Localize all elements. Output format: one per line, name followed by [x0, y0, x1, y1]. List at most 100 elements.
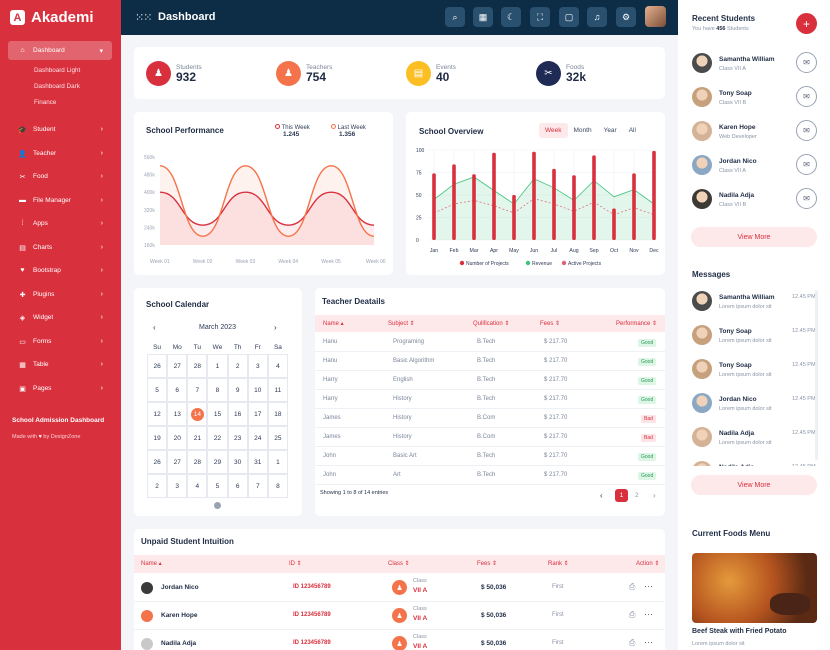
print-icon[interactable]: ⎙ [629, 582, 636, 591]
dark-mode-button[interactable]: ☾ [501, 7, 521, 27]
bar[interactable] [432, 173, 436, 240]
calendar-day[interactable]: 9 [227, 378, 248, 402]
table-row[interactable]: John Basic Art B.Tech $ 217.70 Good [315, 447, 665, 466]
calendar-day[interactable]: 29 [207, 450, 228, 474]
calendar-day[interactable]: 24 [247, 426, 268, 450]
tab-all[interactable]: All [628, 127, 636, 134]
legend-this-week[interactable]: This Week 1.245 [275, 124, 310, 138]
sidebar-item-table[interactable]: ▦ Table › [8, 355, 112, 374]
bar[interactable] [532, 151, 536, 240]
message-item[interactable]: Samantha William Lorem ipsum dolor sit 12.… [692, 291, 822, 311]
page-next-button[interactable]: › [653, 491, 656, 500]
table-row[interactable]: James History B.Com $ 217.70 Bad [315, 409, 665, 428]
message-student-button[interactable]: ✉ [796, 154, 817, 175]
calendar-day[interactable]: 7 [247, 474, 268, 498]
series-line[interactable] [159, 191, 375, 226]
bar[interactable] [632, 173, 636, 240]
calendar-day[interactable]: 6 [227, 474, 248, 498]
bar[interactable] [472, 174, 476, 240]
bar[interactable] [612, 208, 616, 241]
sidebar-item-dashboard[interactable]: ⌂ Dashboard ▾ [8, 41, 112, 60]
table-row[interactable]: Hanu Programing B.Tech $ 217.70 Good [315, 333, 665, 352]
col-id[interactable]: ID ⇕ [289, 561, 302, 567]
col-rank[interactable]: Rank ⇕ [548, 561, 569, 567]
revenue-line[interactable] [433, 176, 655, 205]
calendar-next-button[interactable]: › [274, 323, 277, 332]
table-row[interactable]: John Art B.Tech $ 217.70 Good [315, 466, 665, 485]
message-item[interactable]: Tony Soap Lorem ipsum dolor sit 12.45 PM [692, 325, 822, 345]
calendar-day[interactable]: 25 [267, 426, 288, 450]
calendar-day[interactable]: 6 [167, 378, 188, 402]
col-name[interactable]: Name ▴ [323, 321, 344, 327]
page-prev-button[interactable]: ‹ [600, 491, 603, 500]
calendar-day[interactable]: 2 [147, 474, 168, 498]
calendar-day[interactable]: 17 [247, 402, 268, 426]
calendar-day[interactable]: 10 [247, 378, 268, 402]
menu-grid-icon[interactable]: ⁙⁙ [135, 12, 152, 24]
calendar-day[interactable]: 3 [247, 354, 268, 378]
calendar-day[interactable]: 18 [267, 402, 288, 426]
calendar-day[interactable]: 4 [187, 474, 208, 498]
calendar-day[interactable]: 19 [147, 426, 168, 450]
legend-label[interactable]: Revenue [532, 261, 552, 267]
calendar-day[interactable]: 22 [207, 426, 228, 450]
search-button[interactable]: ⌕ [445, 7, 465, 27]
page-1-button[interactable]: 1 [615, 489, 628, 502]
submenu-dashboard-light[interactable]: Dashboard Light [34, 67, 81, 74]
calendar-day[interactable]: 15 [207, 402, 228, 426]
legend-label[interactable]: Number of Projects [466, 261, 509, 267]
bar[interactable] [652, 150, 656, 240]
print-icon[interactable]: ⎙ [629, 638, 636, 647]
table-row[interactable]: Karen Hope ID 123456789 ♟ Class VII A $ 50,03… [134, 602, 664, 630]
calendar-day[interactable]: 3 [167, 474, 188, 498]
sidebar-item-forms[interactable]: ▭ Forms › [8, 332, 112, 351]
sidebar-item-teacher[interactable]: 👤 Teacher › [8, 144, 112, 163]
table-row[interactable]: Nadila Adja ID 123456789 ♟ Class VII A $ 50,0… [134, 630, 664, 650]
apps-button[interactable]: ▦ [473, 7, 493, 27]
sidebar-item-widget[interactable]: ◈ Widget › [8, 308, 112, 327]
messages-scrollbar[interactable] [815, 290, 818, 460]
calendar-day[interactable]: 20 [167, 426, 188, 450]
view-more-messages-button[interactable]: View More [691, 475, 817, 495]
bar[interactable] [592, 155, 596, 240]
table-row[interactable]: Hanu Basic Algorithm B.Tech $ 217.70 Good [315, 352, 665, 371]
sidebar-item-plugins[interactable]: ✚ Plugins › [8, 285, 112, 304]
calendar-day[interactable]: 5 [147, 378, 168, 402]
bar[interactable] [552, 168, 556, 240]
message-student-button[interactable]: ✉ [796, 120, 817, 141]
table-row[interactable]: Jordan Nico ID 123456789 ♟ Class VII A $ 50,0… [134, 574, 664, 602]
calendar-day[interactable]: 8 [267, 474, 288, 498]
sidebar-item-food[interactable]: ✂ Food › [8, 167, 112, 186]
calendar-day[interactable]: 23 [227, 426, 248, 450]
message-student-button[interactable]: ✉ [796, 188, 817, 209]
col-action[interactable]: Action ⇕ [636, 561, 660, 567]
more-icon[interactable]: ⋯ [644, 609, 653, 619]
page-2-button[interactable]: 2 [635, 492, 639, 499]
submenu-finance[interactable]: Finance [34, 99, 57, 106]
calendar-day[interactable]: 30 [227, 450, 248, 474]
col-name[interactable]: Name ▴ [141, 561, 162, 567]
legend-last-week[interactable]: Last Week 1.356 [331, 124, 366, 138]
calendar-day[interactable]: 4 [267, 354, 288, 378]
calendar-day[interactable]: 31 [247, 450, 268, 474]
calendar-day[interactable]: 1 [267, 450, 288, 474]
user-avatar[interactable] [645, 6, 666, 27]
legend-label[interactable]: Active Projects [568, 261, 602, 267]
table-row[interactable]: James History B.Com $ 217.70 Bad [315, 428, 665, 447]
add-student-button[interactable]: + [796, 13, 817, 34]
calendar-day[interactable]: 1 [207, 354, 228, 378]
series-line[interactable] [159, 165, 375, 237]
calendar-day[interactable]: 8 [207, 378, 228, 402]
col-subject[interactable]: Subject ⇕ [388, 321, 415, 327]
calendar-day[interactable]: 27 [167, 450, 188, 474]
calendar-day[interactable]: 13 [167, 402, 188, 426]
col-qualification[interactable]: Qulification ⇕ [473, 321, 510, 327]
col-performance[interactable]: Performance ⇕ [616, 321, 658, 327]
table-row[interactable]: Harry History B.Tech $ 217.70 Good [315, 390, 665, 409]
chat-button[interactable]: ▢ [559, 7, 579, 27]
col-fees[interactable]: Fees ⇕ [540, 321, 561, 327]
more-icon[interactable]: ⋯ [644, 581, 653, 591]
bar[interactable] [572, 175, 576, 240]
tab-month[interactable]: Month [573, 127, 592, 134]
